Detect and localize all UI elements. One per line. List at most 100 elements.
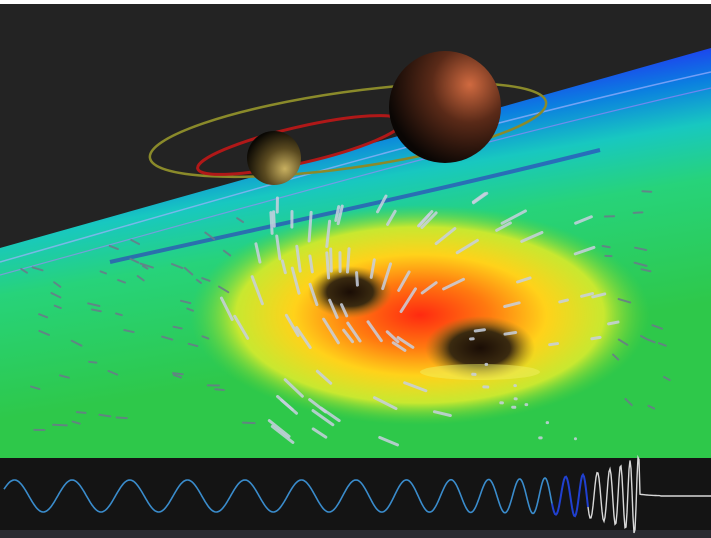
field-arrow	[280, 398, 294, 411]
field-arrow	[640, 268, 652, 273]
top-edge	[0, 0, 711, 4]
field-arrow	[500, 209, 527, 225]
field-arrow	[71, 420, 81, 425]
field-arrow	[107, 369, 119, 376]
field-arrow	[201, 335, 210, 340]
field-arrow	[269, 211, 274, 235]
field-arrow	[580, 292, 595, 298]
ripple-line	[109, 148, 601, 264]
field-arrow	[201, 277, 211, 282]
field-arrow	[171, 372, 184, 376]
field-arrow	[403, 381, 428, 393]
field-arrow	[420, 211, 438, 229]
field-arrow	[548, 342, 560, 347]
field-arrow	[187, 342, 199, 348]
field-arrow	[236, 217, 244, 224]
field-arrow	[275, 234, 282, 261]
field-arrow	[322, 317, 340, 345]
large-black-hole	[389, 51, 501, 163]
field-arrow	[590, 335, 602, 341]
ripple-line	[0, 71, 711, 263]
field-arrow	[52, 423, 68, 427]
field-arrow	[214, 388, 225, 392]
field-arrow	[442, 277, 466, 291]
field-arrow	[283, 378, 304, 398]
field-arrow	[315, 369, 333, 385]
field-arrow	[98, 413, 112, 418]
field-arrow	[503, 331, 518, 336]
field-arrow	[183, 266, 194, 276]
field-arrow	[161, 335, 174, 341]
field-arrow	[663, 376, 671, 382]
gravity-well	[190, 205, 650, 425]
field-arrow	[186, 307, 194, 312]
field-arrow	[87, 302, 101, 307]
field-arrow	[624, 397, 633, 407]
field-arrow	[70, 339, 83, 347]
field-arrow	[381, 262, 393, 291]
field-arrow	[308, 254, 314, 274]
field-arrow	[325, 251, 331, 280]
field-arrow	[204, 231, 216, 241]
field-arrow	[634, 246, 648, 252]
field-arrow	[272, 210, 276, 228]
field-arrow	[342, 328, 355, 344]
field-arrow	[311, 427, 328, 439]
field-arrow	[30, 385, 41, 391]
field-arrow	[139, 262, 154, 269]
field-arrow	[88, 360, 98, 364]
field-arrow	[418, 213, 431, 227]
field-arrow	[136, 275, 145, 282]
field-arrow	[396, 336, 415, 349]
field-arrow	[495, 221, 512, 232]
field-arrow	[123, 329, 135, 334]
field-arrow	[222, 249, 232, 257]
field-arrow	[646, 338, 656, 344]
field-arrow	[180, 299, 192, 305]
gravitational-waveform	[3, 454, 711, 534]
field-arrow	[471, 192, 487, 204]
field-arrow	[520, 231, 544, 243]
field-arrow	[38, 313, 49, 319]
field-arrow	[53, 281, 62, 288]
field-arrow	[233, 314, 250, 340]
field-arrow	[38, 329, 50, 336]
vector-field	[20, 190, 671, 447]
field-arrow	[386, 209, 397, 226]
field-arrow	[601, 244, 611, 249]
field-arrow	[254, 242, 262, 264]
field-arrow	[172, 373, 183, 379]
field-arrow	[20, 267, 28, 274]
field-arrow	[58, 374, 70, 379]
field-arrow	[99, 270, 108, 275]
field-arrow	[290, 266, 301, 295]
field-arrow	[574, 215, 593, 225]
field-arrow	[219, 296, 234, 321]
field-arrow	[307, 210, 313, 243]
field-arrow	[516, 276, 532, 284]
field-arrow	[434, 227, 457, 246]
field-arrow	[319, 406, 341, 423]
field-arrow	[432, 410, 452, 417]
field-arrow	[334, 205, 341, 222]
field-arrow	[217, 285, 230, 294]
field-arrow	[399, 287, 417, 314]
field-arrow	[558, 298, 569, 304]
field-arrow	[129, 257, 140, 264]
field-arrow	[385, 330, 400, 344]
field-arrow	[391, 341, 407, 352]
field-arrow	[90, 308, 102, 313]
field-arrow	[75, 411, 87, 414]
waveform-line	[551, 472, 589, 518]
field-arrow	[117, 279, 127, 284]
field-arrow	[366, 320, 383, 343]
field-arrow	[617, 338, 629, 346]
bottom-bar	[0, 530, 711, 538]
field-arrow	[340, 303, 349, 318]
field-arrow	[171, 263, 184, 270]
field-arrow	[355, 271, 359, 287]
field-arrow	[325, 219, 332, 248]
field-arrow	[473, 328, 486, 333]
field-arrow	[195, 278, 202, 284]
